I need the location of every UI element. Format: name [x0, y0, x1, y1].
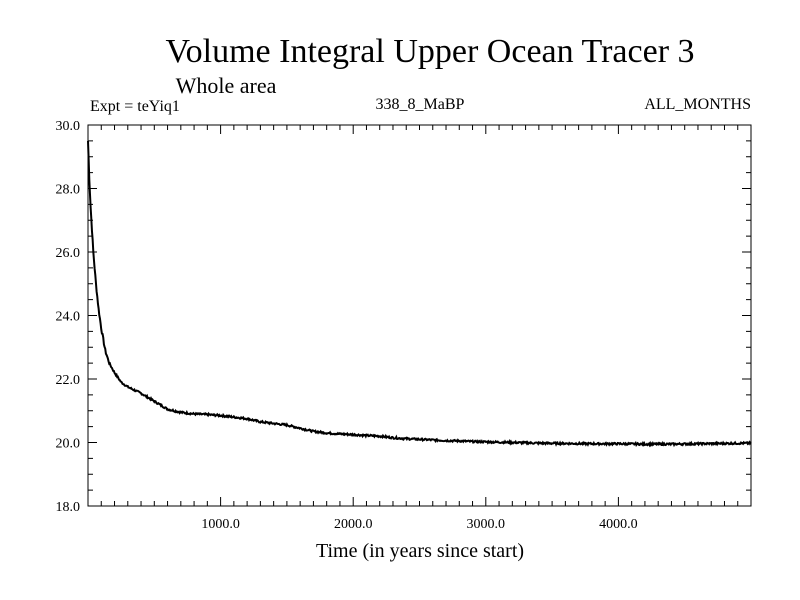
- tick-labels-layer: 1000.0 2000.0 3000.0 4000.0 18.0 20.0 22.0 24.0…: [56, 119, 638, 532]
- x-tick-label: 1000.0: [201, 517, 240, 532]
- x-tick-label: 3000.0: [467, 517, 506, 532]
- x-tick-label: 2000.0: [334, 517, 373, 532]
- y-tick-label: 22.0: [56, 373, 81, 388]
- x-axis-label: Time (in years since start): [316, 540, 524, 562]
- y-tick-label: 18.0: [56, 500, 81, 515]
- expt-label: Expt = teYiq1: [90, 98, 180, 115]
- run-label: 338_8_MaBP: [376, 96, 465, 113]
- y-tick-label: 30.0: [56, 119, 81, 134]
- y-tick-label: 24.0: [56, 310, 81, 325]
- y-tick-label: 26.0: [56, 246, 81, 261]
- y-tick-label: 20.0: [56, 437, 81, 452]
- x-tick-label: 4000.0: [599, 517, 638, 532]
- chart-title: Volume Integral Upper Ocean Tracer 3: [165, 33, 694, 70]
- series-line: [87, 140, 752, 448]
- y-tick-label: 28.0: [56, 183, 81, 198]
- plot-frame: [87, 124, 752, 507]
- chart-subtitle: Whole area: [176, 73, 277, 98]
- months-label: ALL_MONTHS: [644, 96, 751, 113]
- ticks-layer: [88, 124, 751, 507]
